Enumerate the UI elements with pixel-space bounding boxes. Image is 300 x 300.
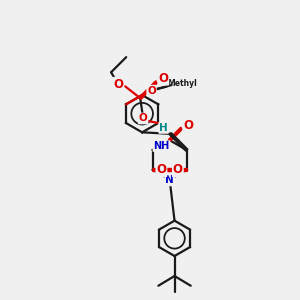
Text: O: O bbox=[139, 113, 148, 124]
Text: Methyl: Methyl bbox=[167, 79, 197, 88]
Text: H: H bbox=[159, 123, 168, 133]
Text: N: N bbox=[165, 176, 174, 185]
Text: O: O bbox=[156, 163, 167, 176]
Text: O: O bbox=[173, 163, 183, 176]
Text: O: O bbox=[147, 85, 156, 96]
Text: O: O bbox=[158, 72, 168, 85]
Text: O: O bbox=[183, 119, 193, 132]
Text: NH: NH bbox=[153, 141, 170, 151]
Text: O: O bbox=[113, 78, 123, 91]
